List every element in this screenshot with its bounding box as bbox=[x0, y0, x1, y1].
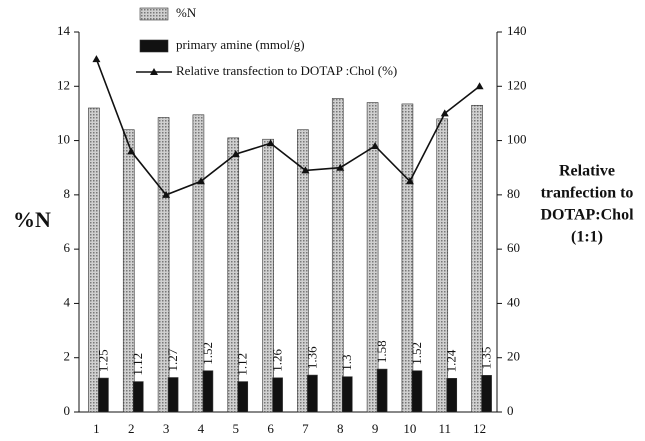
y2-tick-label: 40 bbox=[507, 294, 520, 309]
bar bbox=[272, 377, 283, 413]
x-tick-label: 2 bbox=[128, 421, 135, 436]
data-label: 1.24 bbox=[444, 349, 459, 372]
bar bbox=[262, 138, 274, 413]
marker bbox=[301, 166, 310, 174]
y2-tick-label: 100 bbox=[507, 132, 527, 147]
y-tick-label: 4 bbox=[64, 294, 71, 309]
bar bbox=[331, 98, 344, 413]
y2-tick-label: 140 bbox=[507, 23, 527, 38]
bar bbox=[341, 376, 353, 413]
data-label: 1.12 bbox=[235, 353, 250, 376]
x-tick-label: 11 bbox=[438, 421, 451, 436]
legend-label: %N bbox=[176, 5, 197, 20]
bar bbox=[411, 370, 423, 413]
bar bbox=[237, 381, 249, 413]
data-label: 1.27 bbox=[165, 348, 180, 371]
legend-swatch bbox=[139, 39, 169, 53]
y-tick-label: 12 bbox=[57, 77, 70, 92]
x-tick-label: 4 bbox=[198, 421, 205, 436]
y-axis-label: %N bbox=[13, 207, 51, 232]
bar bbox=[481, 375, 492, 413]
x-tick-label: 1 bbox=[93, 421, 100, 436]
bar bbox=[167, 377, 179, 413]
x-tick-label: 12 bbox=[473, 421, 486, 436]
marker bbox=[127, 147, 136, 155]
data-label: 1.12 bbox=[130, 353, 145, 376]
x-tick-label: 10 bbox=[403, 421, 416, 436]
x-tick-label: 5 bbox=[233, 421, 240, 436]
data-label: 1.3 bbox=[339, 354, 354, 370]
bar bbox=[376, 368, 388, 413]
marker bbox=[162, 190, 171, 198]
bar bbox=[227, 137, 240, 413]
legend-label: Relative transfection to DOTAP :Chol (%) bbox=[176, 63, 397, 78]
bar bbox=[297, 129, 309, 413]
data-label: 1.58 bbox=[374, 340, 389, 363]
bar bbox=[132, 381, 144, 413]
y-tick-label: 6 bbox=[64, 240, 71, 255]
y2-tick-label: 0 bbox=[507, 403, 514, 418]
y2-tick-label: 80 bbox=[507, 186, 520, 201]
bar bbox=[192, 114, 205, 413]
y2-tick-label: 120 bbox=[507, 77, 527, 92]
bar bbox=[471, 104, 483, 413]
marker bbox=[231, 150, 240, 158]
bar bbox=[202, 370, 214, 413]
x-tick-label: 3 bbox=[163, 421, 170, 436]
legend-marker bbox=[150, 68, 158, 75]
y-tick-label: 0 bbox=[64, 403, 71, 418]
y2-tick-label: 60 bbox=[507, 240, 520, 255]
y2-axis-label: Relative bbox=[559, 163, 615, 180]
y2-tick-label: 20 bbox=[507, 349, 520, 364]
bar bbox=[401, 103, 414, 413]
bar bbox=[307, 374, 318, 413]
legend-label: primary amine (mmol/g) bbox=[176, 37, 305, 52]
data-label: 1.26 bbox=[270, 349, 285, 372]
marker bbox=[475, 82, 484, 90]
x-tick-label: 7 bbox=[302, 421, 309, 436]
marker bbox=[336, 163, 345, 171]
y-tick-label: 2 bbox=[64, 349, 71, 364]
marker bbox=[92, 55, 101, 63]
bar bbox=[122, 129, 135, 413]
x-tick-label: 8 bbox=[337, 421, 344, 436]
legend-swatch bbox=[139, 7, 169, 21]
y-tick-label: 8 bbox=[64, 186, 71, 201]
y2-axis-label: DOTAP:Chol bbox=[540, 207, 634, 224]
marker bbox=[371, 142, 380, 149]
data-label: 1.52 bbox=[409, 342, 424, 365]
marker bbox=[405, 177, 414, 185]
data-label: 1.36 bbox=[304, 346, 319, 369]
bar bbox=[98, 377, 109, 413]
marker bbox=[196, 177, 205, 185]
bar bbox=[366, 102, 379, 413]
marker bbox=[440, 109, 449, 117]
y2-axis-label: tranfection to bbox=[541, 185, 634, 202]
y-tick-label: 14 bbox=[57, 23, 71, 38]
bar bbox=[446, 378, 458, 413]
x-tick-label: 9 bbox=[372, 421, 379, 436]
bar bbox=[157, 117, 170, 413]
x-tick-label: 6 bbox=[267, 421, 274, 436]
y-tick-label: 10 bbox=[57, 132, 70, 147]
data-label: 1.35 bbox=[479, 347, 494, 370]
y2-axis-label: (1:1) bbox=[571, 229, 603, 246]
marker bbox=[266, 139, 275, 147]
bar bbox=[88, 107, 100, 413]
line bbox=[95, 58, 481, 196]
data-label: 1.25 bbox=[95, 349, 110, 372]
data-label: 1.52 bbox=[200, 342, 215, 365]
